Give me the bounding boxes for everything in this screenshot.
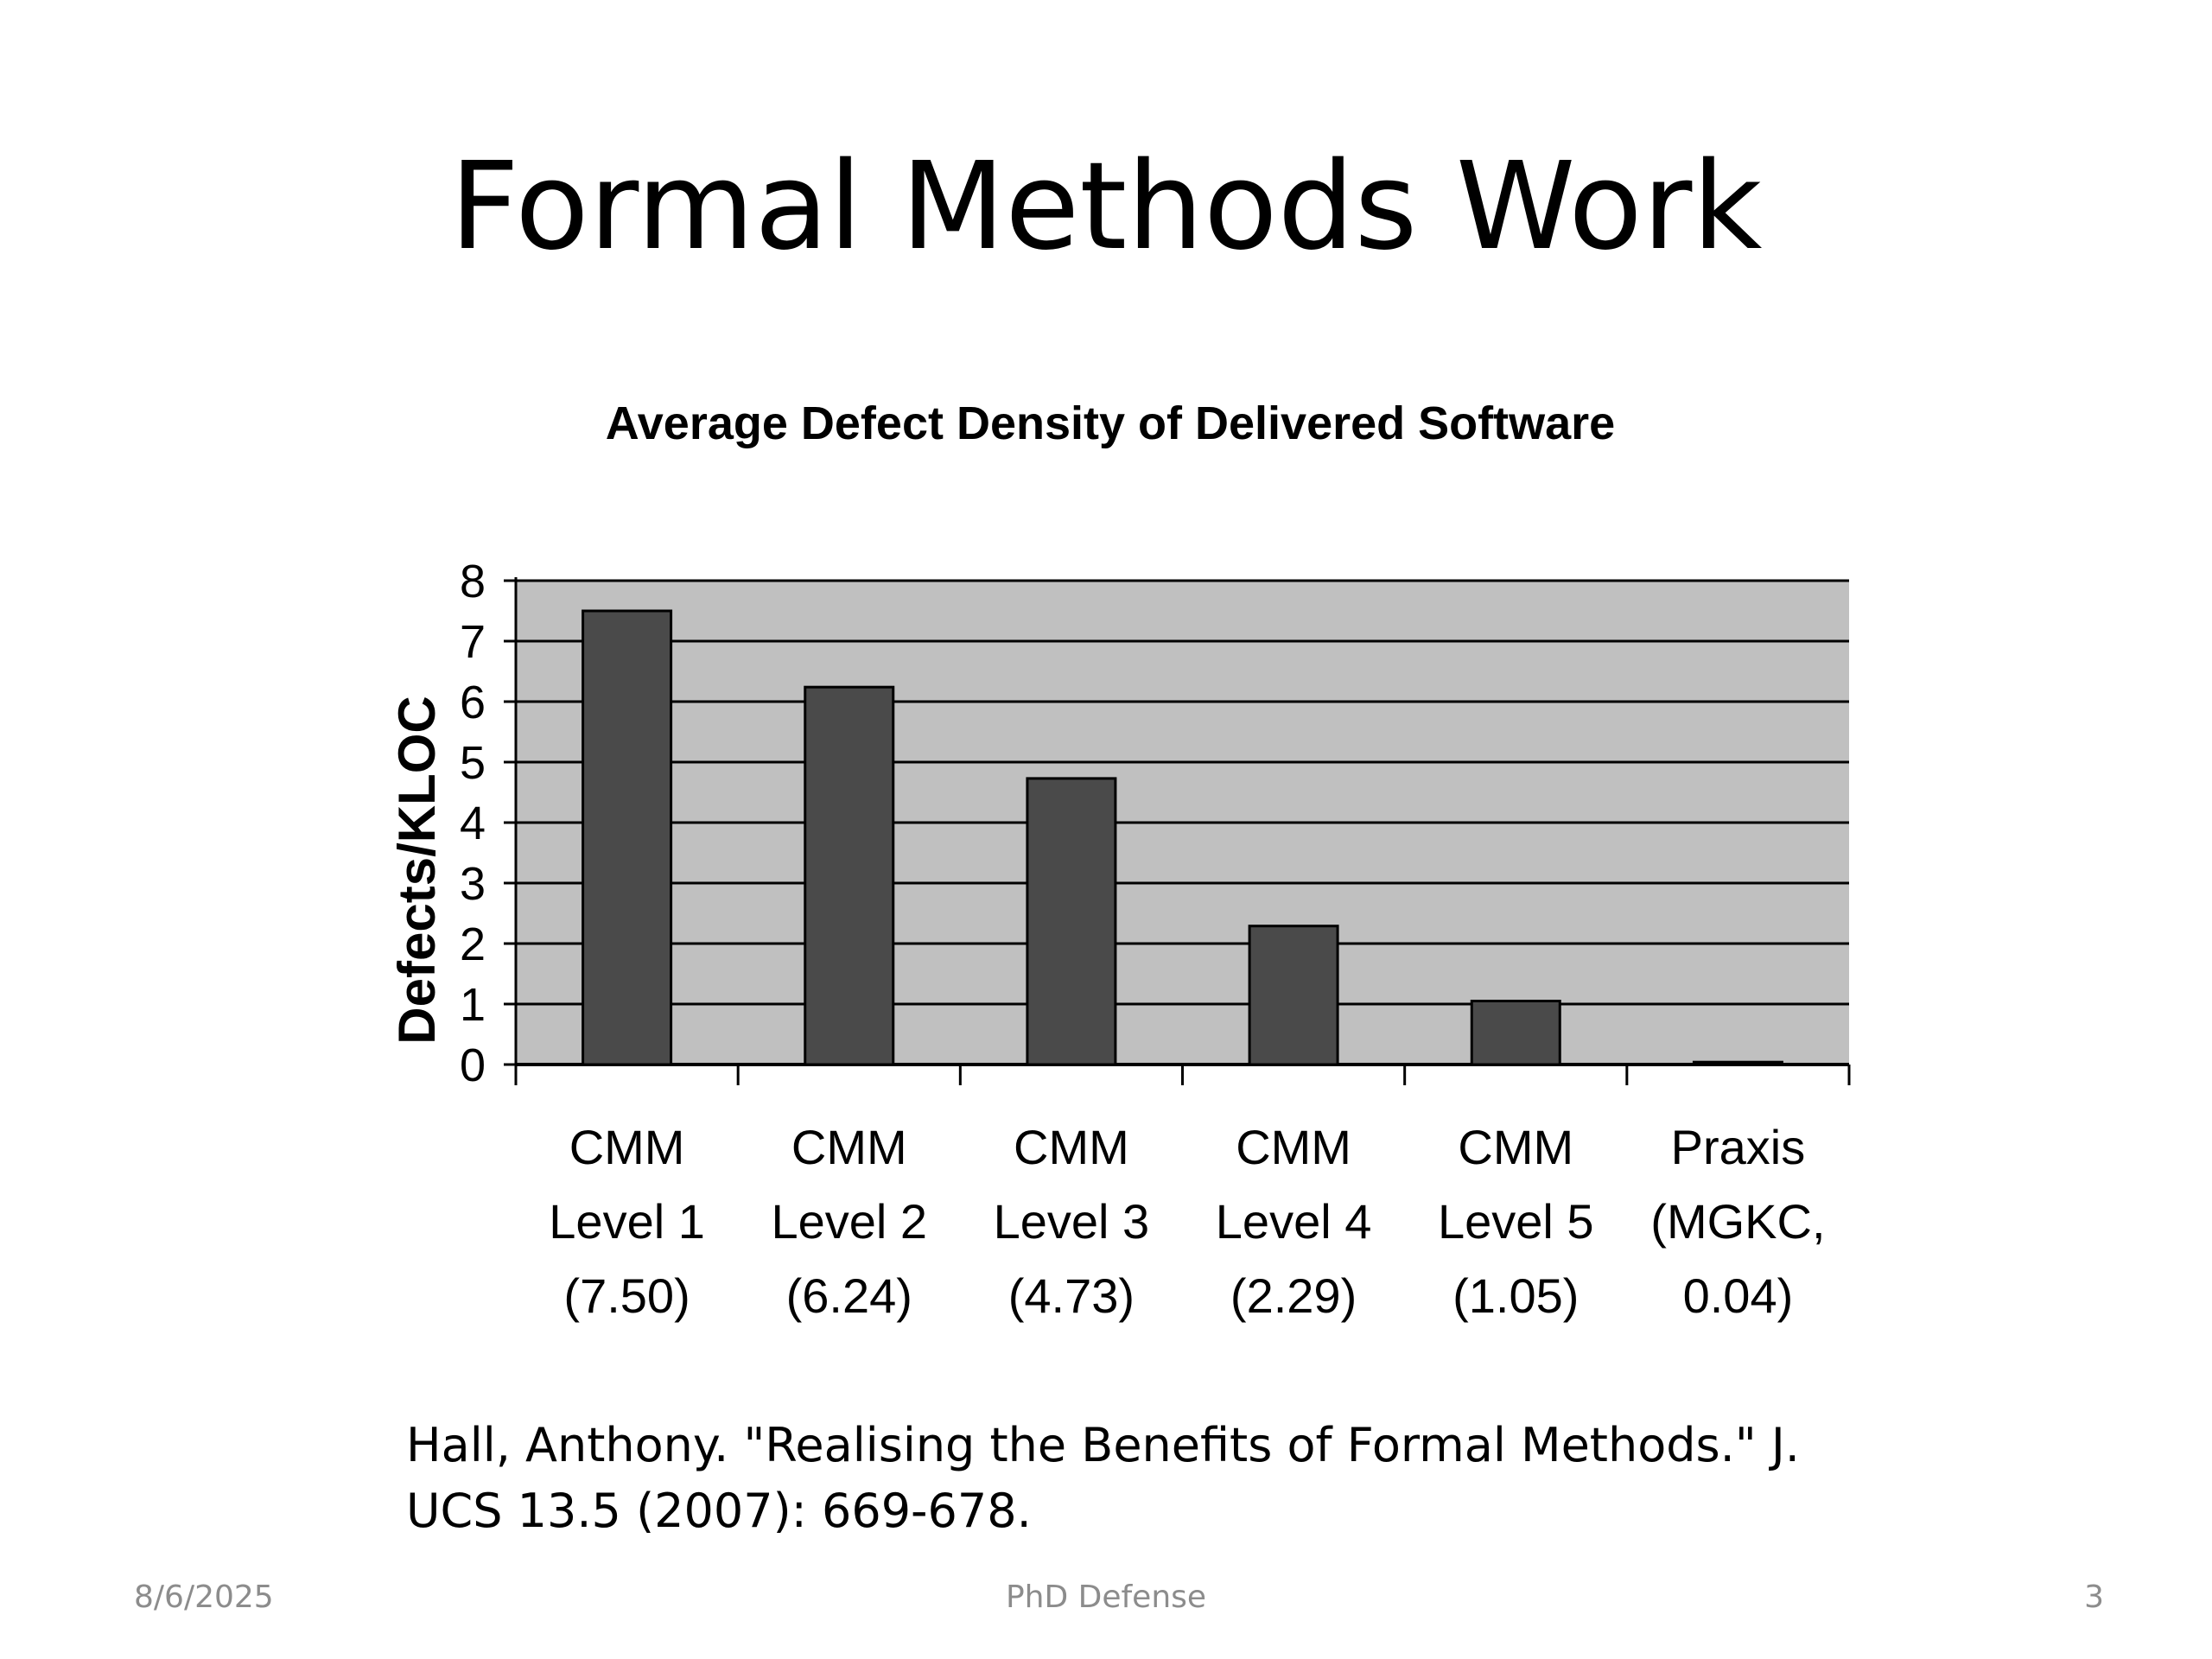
category-label: CMM xyxy=(1014,1120,1129,1174)
category-label: Level 5 xyxy=(1438,1194,1594,1249)
bar xyxy=(582,609,673,1066)
citation-line-2: UCS 13.5 (2007): 669-678. xyxy=(406,1484,1032,1538)
y-tick-label: 1 xyxy=(460,979,486,1031)
category-label: (6.24) xyxy=(786,1268,912,1323)
category-label: CMM xyxy=(569,1120,685,1174)
category-label: 0.04) xyxy=(1683,1268,1794,1323)
category-label: Level 3 xyxy=(994,1194,1150,1249)
category-label: Praxis xyxy=(1671,1120,1806,1174)
category-label: Level 1 xyxy=(549,1194,705,1249)
category-label: (1.05) xyxy=(1452,1268,1579,1323)
bar xyxy=(1470,1000,1561,1066)
y-tick-label: 6 xyxy=(460,677,486,728)
category-label: Level 4 xyxy=(1216,1194,1372,1249)
category-label: CMM xyxy=(1458,1120,1573,1174)
category-label: (2.29) xyxy=(1230,1268,1357,1323)
y-tick-label: 8 xyxy=(460,556,486,607)
page-number: 3 xyxy=(2084,1580,2104,1615)
bar xyxy=(804,685,895,1066)
citation-line-1: Hall, Anthony. "Realising the Benefits o… xyxy=(406,1418,1800,1472)
chart-plot: 0 1 2 3 4 5 6 7 8 CMM Level 1 (7.50) CMM Level 2 (6.24… xyxy=(460,556,1851,1323)
y-tick-label: 7 xyxy=(460,616,486,668)
bar xyxy=(1692,1060,1783,1066)
citation: Hall, Anthony. "Realising the Benefits o… xyxy=(406,1413,1875,1544)
bar xyxy=(1248,925,1339,1066)
y-axis-label: Defects/KLOC xyxy=(388,696,446,1044)
y-tick-label: 0 xyxy=(460,1039,486,1091)
category-label: (MGKC, xyxy=(1650,1194,1825,1249)
y-tick-label: 5 xyxy=(460,737,486,789)
chart-title: Average Defect Density of Delivered Soft… xyxy=(606,397,1615,449)
slide-title: Formal Methods Work xyxy=(449,137,1763,277)
y-tick-label: 2 xyxy=(460,918,486,970)
y-tick-label: 4 xyxy=(460,798,486,849)
bar xyxy=(1026,777,1117,1066)
category-label: CMM xyxy=(1236,1120,1351,1174)
category-label: (7.50) xyxy=(563,1268,690,1323)
y-tick-label: 3 xyxy=(460,858,486,910)
category-label: CMM xyxy=(791,1120,907,1174)
category-label: Level 2 xyxy=(771,1194,927,1249)
footer-date: 8/6/2025 xyxy=(134,1580,274,1615)
category-label: (4.73) xyxy=(1008,1268,1135,1323)
footer-title: PhD Defense xyxy=(1005,1580,1207,1615)
